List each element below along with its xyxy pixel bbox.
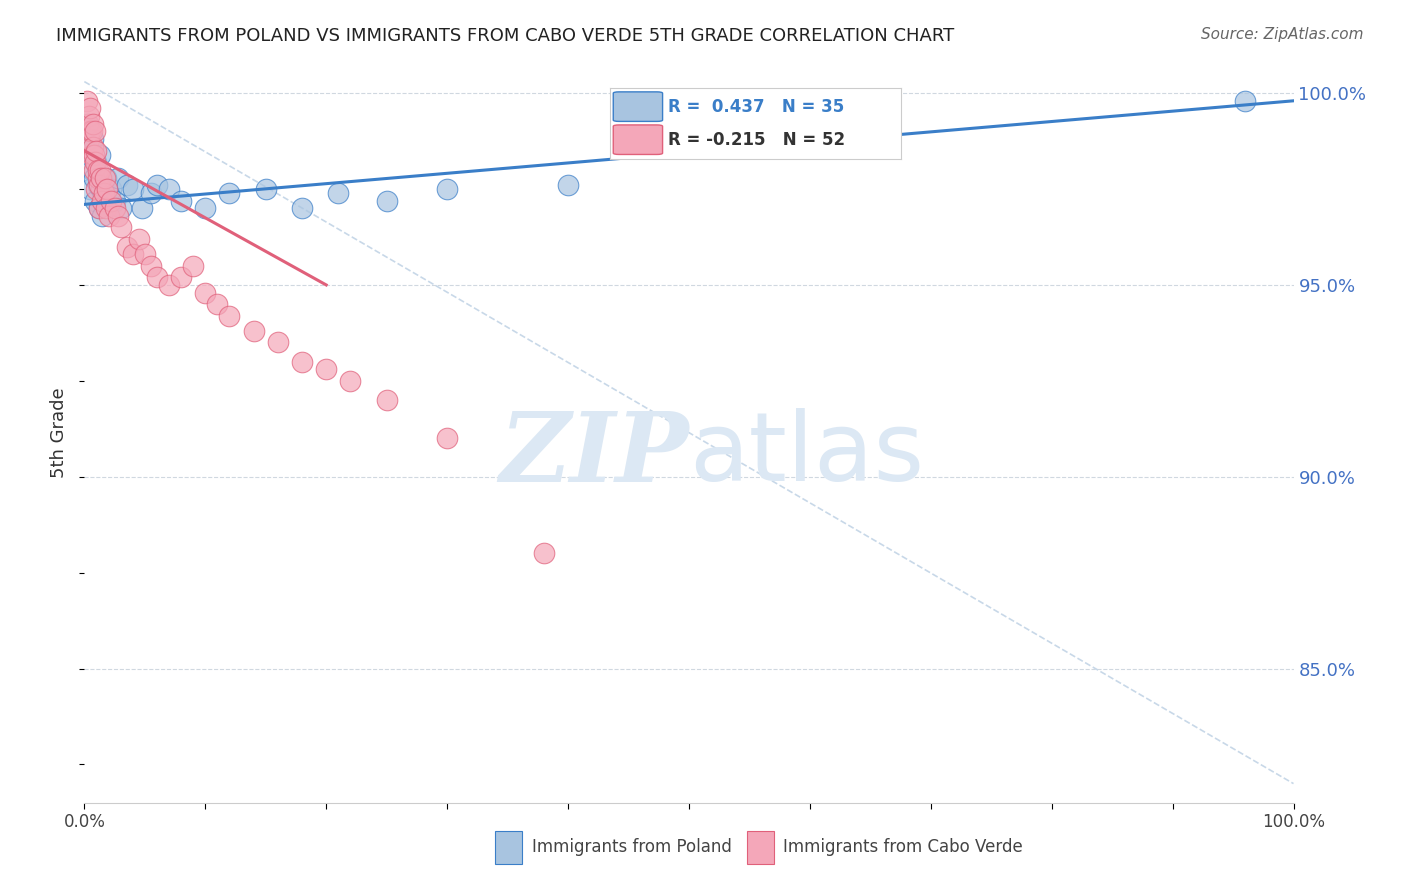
Point [79, 182, 101, 196]
Point [533, 546, 555, 560]
Point [131, 201, 153, 215]
Point [87, 178, 110, 193]
Point [79, 124, 101, 138]
Point [83, 170, 105, 185]
Point [134, 247, 156, 261]
Point [104, 194, 127, 208]
Y-axis label: 5th Grade: 5th Grade [51, 387, 69, 478]
Point [79, 102, 101, 116]
Text: Immigrants from Cabo Verde: Immigrants from Cabo Verde [783, 838, 1024, 856]
Point [115, 239, 138, 253]
Point [100, 194, 122, 208]
Point [107, 209, 129, 223]
Point [1234, 94, 1257, 108]
Point [104, 201, 127, 215]
Point [89, 162, 111, 177]
Point [96, 182, 118, 196]
Point [267, 335, 290, 350]
Point [110, 201, 132, 215]
Point [194, 285, 217, 300]
Point [86, 162, 108, 177]
Point [375, 392, 398, 407]
Point [375, 194, 398, 208]
Point [100, 182, 122, 196]
Point [339, 374, 361, 388]
Point [218, 309, 240, 323]
Point [121, 247, 143, 261]
Point [146, 270, 169, 285]
Point [436, 182, 458, 196]
Point [121, 182, 143, 196]
Point [91, 194, 114, 208]
Point [89, 147, 111, 161]
Point [84, 155, 107, 169]
Point [107, 170, 129, 185]
Point [87, 201, 110, 215]
Point [80, 162, 103, 177]
Text: IMMIGRANTS FROM POLAND VS IMMIGRANTS FROM CABO VERDE 5TH GRADE CORRELATION CHART: IMMIGRANTS FROM POLAND VS IMMIGRANTS FRO… [56, 27, 955, 45]
Point [77, 144, 100, 158]
Point [87, 201, 110, 215]
Point [315, 362, 337, 376]
Point [82, 140, 104, 154]
Point [84, 124, 107, 138]
Text: Source: ZipAtlas.com: Source: ZipAtlas.com [1201, 27, 1364, 42]
Point [139, 259, 162, 273]
Point [97, 209, 120, 223]
Point [291, 354, 314, 368]
Point [110, 220, 132, 235]
Point [76, 94, 98, 108]
Point [83, 147, 105, 161]
Bar [495, 831, 522, 863]
Point [86, 144, 108, 158]
Point [115, 178, 138, 193]
Point [91, 209, 114, 223]
Text: ZIP: ZIP [499, 408, 689, 502]
Point [436, 431, 458, 445]
Point [170, 194, 193, 208]
Point [94, 201, 117, 215]
Point [242, 324, 264, 338]
Point [157, 182, 180, 196]
Point [77, 109, 100, 123]
Point [170, 270, 193, 285]
Point [93, 186, 115, 200]
Point [83, 162, 105, 177]
Point [194, 201, 217, 215]
Point [94, 170, 117, 185]
Text: atlas: atlas [689, 409, 924, 501]
Point [94, 170, 117, 185]
Point [218, 186, 240, 200]
Point [291, 201, 314, 215]
Point [207, 297, 229, 311]
Point [328, 186, 350, 200]
Point [86, 178, 108, 193]
Point [77, 117, 100, 131]
Point [82, 132, 104, 146]
Text: Immigrants from Poland: Immigrants from Poland [531, 838, 731, 856]
Point [181, 259, 204, 273]
Point [86, 182, 108, 196]
Point [90, 182, 112, 196]
Point [77, 132, 100, 146]
Point [254, 182, 277, 196]
Point [86, 155, 108, 169]
Point [557, 178, 579, 193]
Point [128, 232, 150, 246]
Point [80, 124, 103, 138]
Point [97, 186, 120, 200]
Point [86, 170, 108, 185]
Point [80, 147, 103, 161]
Bar [747, 831, 773, 863]
Point [84, 194, 107, 208]
Point [82, 117, 104, 131]
Point [77, 117, 100, 131]
Point [90, 170, 112, 185]
Point [146, 178, 169, 193]
Point [157, 277, 180, 292]
Point [139, 186, 162, 200]
